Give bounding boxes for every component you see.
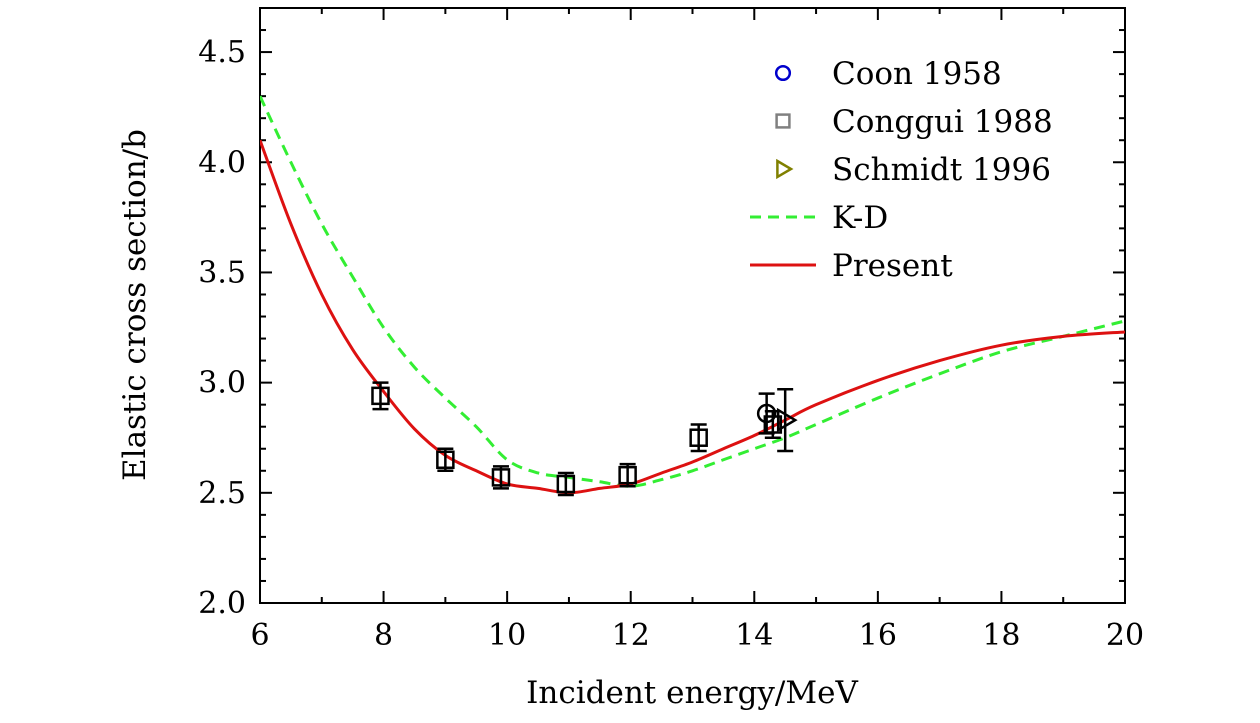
x-tick-label: 16 <box>859 618 897 653</box>
data-point-conggui-1988 <box>556 474 576 494</box>
data-point-coon-1958 <box>756 403 777 424</box>
axis-ticks: 6 8 10 12 14 16 18 20 2.0 2.5 3.0 3.5 4.0 4.5 <box>198 7 1144 653</box>
data-point-schmidt-1996 <box>776 407 798 433</box>
x-tick-label: 12 <box>612 618 650 653</box>
curves <box>260 95 1125 495</box>
legend-label-conggui-1988: Conggui 1988 <box>832 104 1053 140</box>
x-tick-label: 14 <box>735 618 773 653</box>
x-tick-label: 10 <box>488 618 526 653</box>
legend-marker-coon-1958 <box>774 64 792 82</box>
data-point-conggui-1988 <box>689 428 708 447</box>
legend-label-schmidt-1996: Schmidt 1996 <box>832 152 1051 188</box>
legend-marker-conggui-1988 <box>775 113 791 129</box>
x-tick-label: 6 <box>250 618 269 653</box>
legend-marker-schmidt-1996 <box>776 158 794 180</box>
y-tick-label: 4.0 <box>198 145 246 180</box>
series-line-present <box>260 139 1125 495</box>
y-tick-label: 2.0 <box>198 586 246 621</box>
y-tick-label: 4.5 <box>198 35 246 70</box>
y-tick-label: 3.0 <box>198 366 246 401</box>
y-tick-label: 3.5 <box>198 255 246 290</box>
data-point-conggui-1988 <box>491 468 511 487</box>
data-point-conggui-1988 <box>371 386 390 406</box>
x-tick-label: 20 <box>1106 618 1144 653</box>
y-axis-title: Elastic cross section/b <box>117 129 153 481</box>
legend-label-coon-1958: Coon 1958 <box>832 56 1002 92</box>
legend: Coon 1958 Conggui 1988 Schmidt 1996 K-D Pres… <box>750 56 1053 284</box>
data-markers <box>371 381 798 497</box>
y-tick-label: 2.5 <box>198 476 246 511</box>
data-point-conggui-1988 <box>436 450 455 470</box>
data-point-conggui-1988 <box>763 415 783 434</box>
x-tick-label: 18 <box>982 618 1020 653</box>
x-tick-label: 8 <box>374 618 393 653</box>
plot-frame <box>259 7 1126 604</box>
legend-label-present: Present <box>832 248 953 284</box>
x-axis-title: Incident energy/MeV <box>526 675 858 711</box>
series-line-k-d <box>260 95 1125 488</box>
legend-label-k-d: K-D <box>832 200 888 236</box>
data-point-conggui-1988 <box>618 465 637 485</box>
